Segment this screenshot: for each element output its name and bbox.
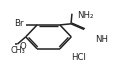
Text: CH₃: CH₃ [10,46,25,55]
Text: NH₂: NH₂ [77,11,94,20]
Text: O: O [19,42,26,51]
Text: HCl: HCl [71,53,86,62]
Text: NH: NH [95,35,108,44]
Text: Br: Br [14,19,24,28]
